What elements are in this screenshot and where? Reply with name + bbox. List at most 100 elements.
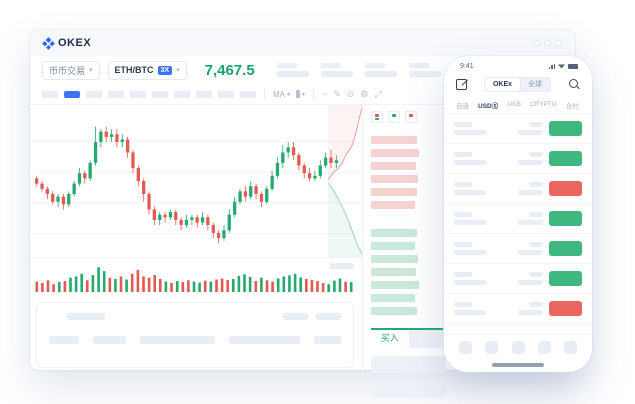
bid-row[interactable] xyxy=(371,268,416,276)
search-icon[interactable] xyxy=(568,78,580,90)
market-list-item[interactable] xyxy=(444,264,592,294)
timeframe-pill[interactable] xyxy=(174,90,190,98)
tab-crypto[interactable]: CRYPTO xyxy=(529,101,557,108)
volume-chart[interactable] xyxy=(30,257,362,295)
phone-status-bar: 9:41 xyxy=(444,56,592,72)
tab-okb[interactable]: OKB xyxy=(507,101,521,108)
settings-icon[interactable]: ⚙ xyxy=(360,88,369,99)
orderbook-toggle-asks[interactable] xyxy=(405,111,417,123)
tab-contracts[interactable]: 合约 xyxy=(565,102,579,110)
timeframe-pill[interactable] xyxy=(130,90,146,98)
gridline xyxy=(30,171,362,173)
change-badge[interactable] xyxy=(549,301,582,316)
gridline xyxy=(30,141,362,143)
bid-row[interactable] xyxy=(371,294,415,302)
bid-row[interactable] xyxy=(371,255,418,263)
ask-row[interactable] xyxy=(371,175,418,183)
placeholder-bar xyxy=(283,313,308,320)
tabbar-item[interactable] xyxy=(564,341,577,354)
timeframe-pill[interactable] xyxy=(240,90,256,98)
ma-indicator-select[interactable]: MA ▾ xyxy=(273,90,290,99)
bid-row[interactable] xyxy=(371,281,419,289)
tabbar-item[interactable] xyxy=(537,341,551,354)
price-placeholder xyxy=(518,302,543,315)
segment-global[interactable]: 全球 xyxy=(528,80,543,88)
orders-panel-actions xyxy=(283,313,341,320)
market-list-item[interactable] xyxy=(444,234,592,264)
tabbar-item[interactable] xyxy=(459,341,472,354)
market-type-select[interactable]: 币币交易 ▾ xyxy=(42,60,100,80)
line-tool-icon[interactable]: ~ xyxy=(322,88,328,99)
main-area: 买入 xyxy=(30,104,575,398)
bid-row[interactable] xyxy=(371,229,417,237)
volume-plot xyxy=(35,267,353,292)
orders-tab[interactable] xyxy=(67,313,105,320)
placeholder-bar xyxy=(316,313,341,320)
timeframe-pill[interactable] xyxy=(152,90,168,98)
price-placeholder xyxy=(518,212,543,225)
market-list-item[interactable] xyxy=(444,114,592,144)
orderbook-view-toggles xyxy=(371,111,446,123)
amount-input[interactable] xyxy=(371,381,446,398)
ask-row[interactable] xyxy=(371,201,415,209)
tab-favorites[interactable]: 自选 xyxy=(456,102,469,110)
sell-tab[interactable] xyxy=(408,328,446,348)
table-header-cell xyxy=(139,336,216,344)
bid-row[interactable] xyxy=(371,242,415,250)
market-list-item[interactable] xyxy=(444,294,592,324)
tabbar-item[interactable] xyxy=(511,341,525,354)
home-indicator[interactable] xyxy=(444,360,592,372)
market-segmented-control[interactable]: OKEx 全球 xyxy=(483,76,552,92)
timeframe-pill[interactable] xyxy=(108,90,124,98)
chart-column xyxy=(30,105,363,376)
fullscreen-icon[interactable]: ⤢ xyxy=(374,88,382,99)
price-input[interactable] xyxy=(371,356,446,373)
okex-logo: OKEX xyxy=(42,36,91,50)
timeframe-pill[interactable] xyxy=(86,90,102,98)
leverage-badge: 3X xyxy=(157,65,173,75)
timeframe-pill-active[interactable] xyxy=(64,90,80,98)
asks-list xyxy=(371,136,446,214)
last-price: 7,467.5 xyxy=(204,61,255,79)
change-badge[interactable] xyxy=(549,121,582,136)
segment-okex[interactable]: OKEx xyxy=(484,77,521,91)
bid-row[interactable] xyxy=(371,307,417,315)
price-placeholder xyxy=(518,272,543,285)
pair-select[interactable]: ETH/BTC 3X ▾ xyxy=(107,60,187,80)
change-badge[interactable] xyxy=(549,151,582,166)
market-list-item[interactable] xyxy=(444,174,592,204)
timeframe-pill[interactable] xyxy=(196,90,212,98)
tabbar-item[interactable] xyxy=(485,341,499,354)
market-list-item[interactable] xyxy=(444,144,592,174)
change-badge[interactable] xyxy=(549,181,582,196)
phone-bottom-tabbar xyxy=(444,334,592,360)
timeframe-pill[interactable] xyxy=(218,90,234,98)
camera-icon[interactable]: ⊙ xyxy=(346,88,355,99)
ask-row[interactable] xyxy=(371,136,417,144)
buy-tab[interactable]: 买入 xyxy=(371,328,409,348)
change-badge[interactable] xyxy=(549,241,582,256)
window-controls[interactable] xyxy=(534,40,561,46)
timeframe-pill[interactable] xyxy=(42,90,58,98)
pair-name-placeholder xyxy=(454,212,486,225)
change-badge[interactable] xyxy=(549,271,582,286)
edit-icon[interactable] xyxy=(456,78,467,90)
orderbook-toggle-both[interactable] xyxy=(371,111,383,123)
ask-row[interactable] xyxy=(371,149,419,157)
change-badge[interactable] xyxy=(549,211,582,226)
phone-category-tabs: 自选 USDⓈ OKB CRYPTO 合约 xyxy=(444,96,592,114)
chart-toolbar: MA ▾ ▾ ~ ✎ ⊙ ⚙ ⤢ xyxy=(30,84,575,104)
draw-icon[interactable]: ✎ xyxy=(333,88,341,99)
chart-style-select[interactable]: ▾ xyxy=(296,90,305,98)
pair-name-placeholder xyxy=(454,272,486,285)
market-type-label: 币币交易 xyxy=(49,65,86,76)
toolbar-divider xyxy=(264,89,265,99)
tab-usds[interactable]: USDⓈ xyxy=(478,102,499,110)
orderbook-toggle-bids[interactable] xyxy=(388,111,400,123)
ask-row[interactable] xyxy=(371,162,416,170)
market-list-item[interactable] xyxy=(444,204,592,234)
candlestick-chart[interactable] xyxy=(30,105,362,257)
orders-panel xyxy=(36,302,354,368)
ask-row[interactable] xyxy=(371,188,417,196)
